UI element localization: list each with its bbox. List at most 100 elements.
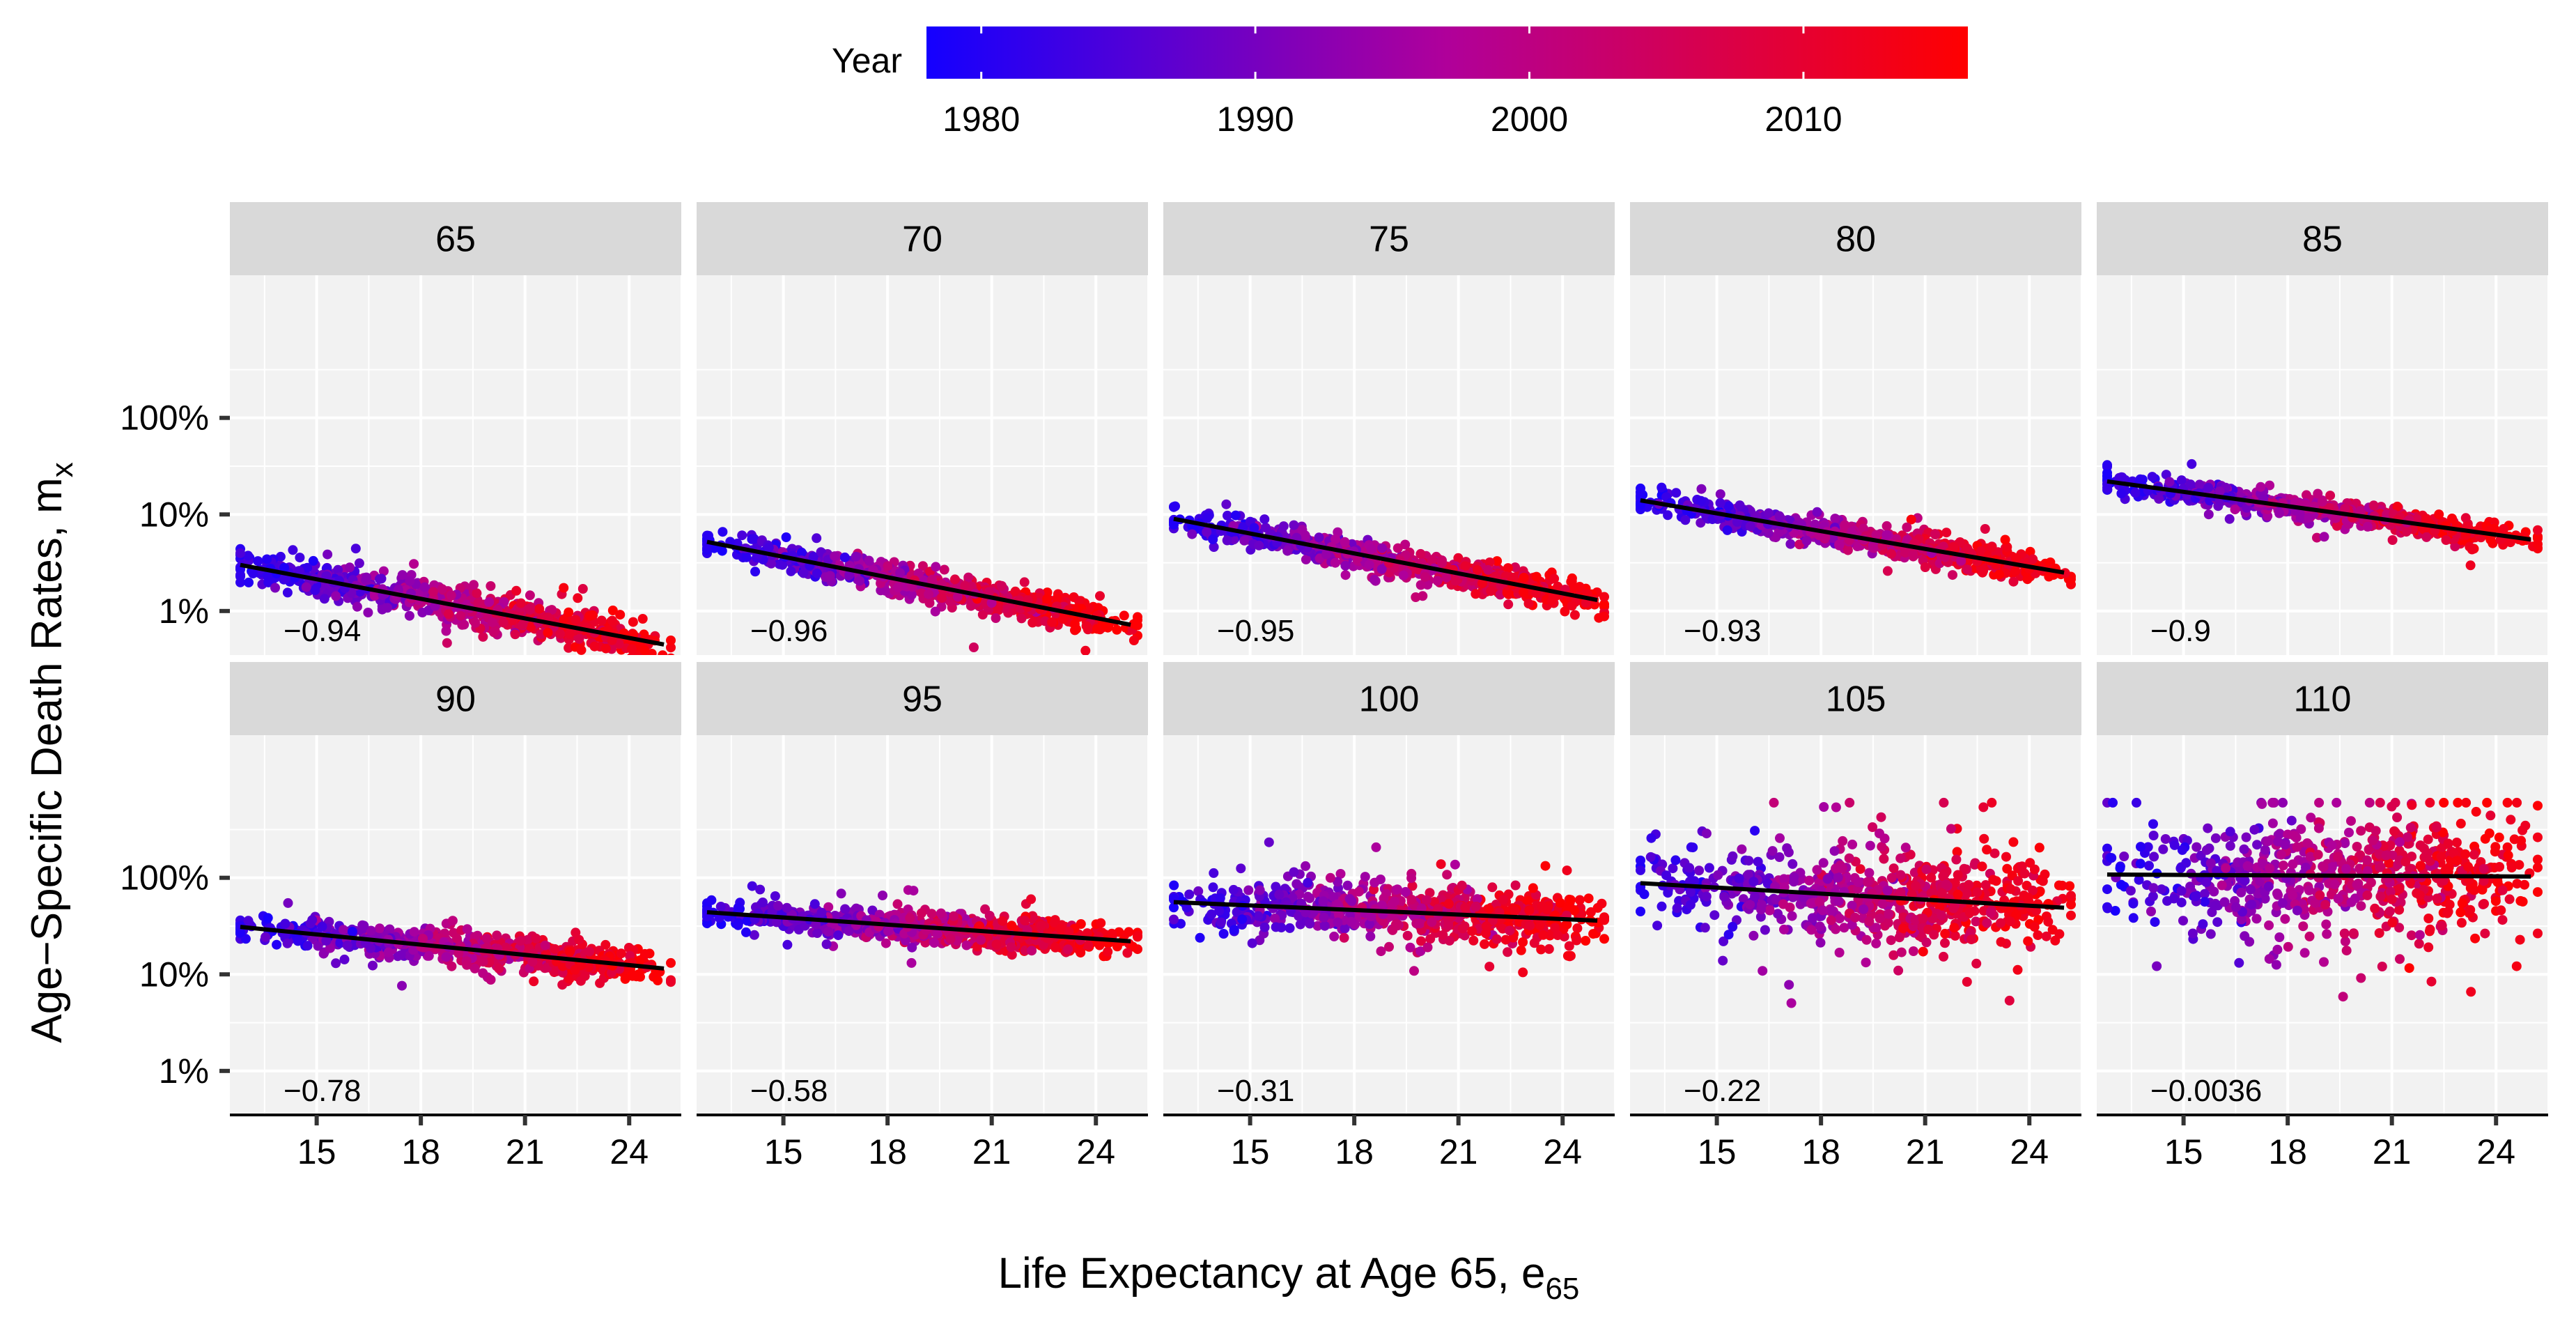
scatter-point xyxy=(1636,487,1645,497)
scatter-point xyxy=(331,591,341,601)
scatter-point xyxy=(737,530,747,540)
scatter-point xyxy=(716,902,726,911)
scatter-point xyxy=(280,919,290,929)
scatter-point xyxy=(368,961,378,971)
scatter-point xyxy=(2177,475,2187,485)
scatter-point xyxy=(1503,599,1513,609)
scatter-point xyxy=(515,936,525,946)
scatter-point xyxy=(244,578,254,587)
scatter-point xyxy=(1017,613,1027,623)
scatter-point xyxy=(2421,532,2431,542)
scatter-point xyxy=(621,974,630,984)
scatter-point xyxy=(323,550,332,560)
scatter-point xyxy=(447,590,456,600)
facet-panel-80: 80−0.93 xyxy=(1630,202,2081,659)
scatter-point xyxy=(263,913,273,923)
scatter-point xyxy=(262,555,272,564)
scatter-point xyxy=(770,891,780,901)
scatter-point xyxy=(998,916,1007,926)
scatter-point xyxy=(2230,505,2240,514)
scatter-point xyxy=(1980,524,1990,534)
scatter-point xyxy=(1314,532,1324,542)
legend-tick-label: 2000 xyxy=(1491,100,1568,139)
scatter-point xyxy=(571,615,580,625)
scatter-point xyxy=(893,583,903,592)
scatter-point xyxy=(1723,525,1732,535)
scatter-point xyxy=(2186,479,2196,489)
correlation-label: −0.94 xyxy=(284,614,361,648)
scatter-point xyxy=(1367,544,1376,554)
scatter-point xyxy=(1802,536,1812,546)
scatter-point xyxy=(2204,509,2214,519)
scatter-point xyxy=(2533,525,2543,535)
scatter-point xyxy=(578,584,588,594)
scatter-point xyxy=(2028,554,2038,564)
scatter-point xyxy=(991,613,1001,623)
scatter-point xyxy=(597,616,607,626)
scatter-point xyxy=(516,599,526,608)
scatter-point xyxy=(2148,472,2157,482)
scatter-point xyxy=(616,948,626,958)
scatter-point xyxy=(345,562,355,572)
scatter-point xyxy=(478,632,488,642)
scatter-point xyxy=(494,964,504,973)
scatter-point xyxy=(1133,932,1142,941)
scatter-point xyxy=(1567,601,1577,610)
correlation-label: −0.9 xyxy=(2150,614,2211,648)
scatter-point xyxy=(2001,535,2010,545)
scatter-point xyxy=(409,559,419,569)
scatter-point xyxy=(1080,646,1090,656)
scatter-point xyxy=(615,610,625,619)
scatter-point xyxy=(534,604,544,614)
scatter-point xyxy=(541,941,550,950)
scatter-point xyxy=(1599,592,1609,602)
scatter-point xyxy=(382,603,392,613)
scatter-point xyxy=(565,629,575,639)
scatter-point xyxy=(1208,534,1218,544)
scatter-point xyxy=(1254,541,1264,551)
scatter-point xyxy=(1020,577,1030,587)
scatter-point xyxy=(1103,947,1112,957)
facet-panel-95: 95−0.58 xyxy=(697,662,1148,1119)
scatter-point xyxy=(424,951,434,961)
scatter-point xyxy=(331,958,341,968)
scatter-point xyxy=(2465,542,2474,552)
scatter-point xyxy=(1987,542,1996,552)
scatter-point xyxy=(375,574,385,584)
scatter-point xyxy=(2461,513,2471,523)
scatter-point xyxy=(437,584,447,594)
scatter-point xyxy=(462,960,472,970)
scatter-point xyxy=(488,617,497,627)
scatter-point xyxy=(734,902,743,912)
scatter-point xyxy=(448,916,458,925)
scatter-point xyxy=(1547,596,1557,606)
scatter-point xyxy=(1680,515,1690,525)
scatter-point xyxy=(1696,496,1706,506)
scatter-point xyxy=(479,957,488,967)
legend-title: Year xyxy=(832,41,902,80)
scatter-point xyxy=(639,645,649,655)
scatter-point xyxy=(1716,498,1725,508)
scatter-point xyxy=(2304,513,2313,523)
scatter-point xyxy=(627,645,637,654)
scatter-point xyxy=(1027,618,1037,628)
scatter-point xyxy=(499,617,509,627)
scatter-point xyxy=(1187,530,1197,539)
scatter-point xyxy=(1393,544,1403,553)
scatter-point xyxy=(272,940,281,950)
correlation-label: −0.78 xyxy=(284,1074,361,1108)
scatter-point xyxy=(1503,563,1513,573)
scatter-point xyxy=(1594,613,1604,623)
scatter-point xyxy=(310,585,320,595)
scatter-point xyxy=(397,981,407,991)
scatter-point xyxy=(320,594,329,603)
scatter-point xyxy=(666,636,676,645)
scatter-point xyxy=(825,571,835,580)
scatter-point xyxy=(1365,560,1374,570)
scatter-point xyxy=(283,587,293,597)
scatter-point xyxy=(1119,610,1129,620)
scatter-point xyxy=(1524,599,1534,608)
facet-panel-75: 75−0.95 xyxy=(1163,202,1615,659)
correlation-label: −0.95 xyxy=(1217,614,1294,648)
